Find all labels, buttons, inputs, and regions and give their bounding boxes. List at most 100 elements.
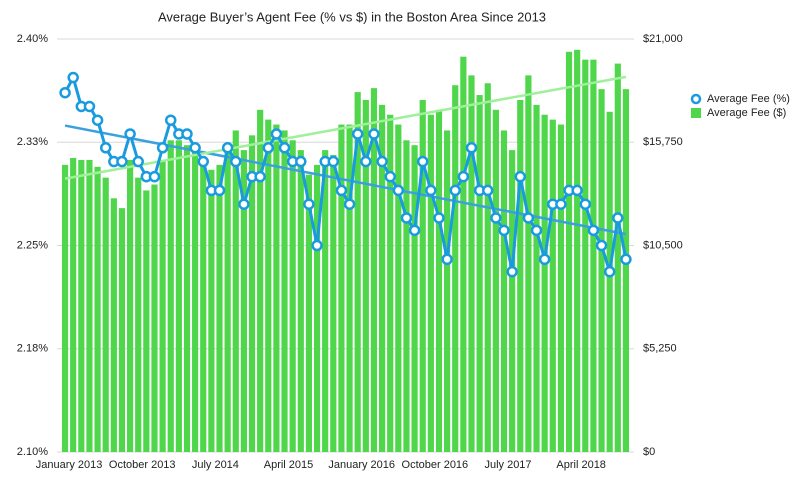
bar bbox=[574, 49, 581, 453]
bar bbox=[224, 150, 231, 452]
point bbox=[408, 224, 421, 237]
bar bbox=[622, 89, 630, 453]
legend-label: Average Fee ($) bbox=[707, 107, 786, 119]
x-tick-label: July 2017 bbox=[484, 459, 531, 471]
x-tick-label: January 2013 bbox=[36, 459, 103, 471]
point bbox=[148, 170, 161, 183]
bar bbox=[460, 56, 467, 452]
bar bbox=[452, 85, 459, 452]
point bbox=[392, 184, 405, 197]
bar bbox=[127, 159, 134, 452]
bar bbox=[175, 140, 182, 453]
point bbox=[213, 184, 226, 197]
bar bbox=[435, 109, 443, 453]
point bbox=[278, 142, 291, 154]
point bbox=[416, 155, 429, 168]
legend-swatch bbox=[690, 93, 702, 105]
bar bbox=[70, 157, 77, 452]
point bbox=[221, 142, 234, 154]
bar bbox=[606, 111, 613, 453]
bar bbox=[492, 109, 499, 453]
point bbox=[384, 170, 396, 183]
line bbox=[63, 73, 628, 273]
legend-swatch bbox=[691, 108, 701, 118]
point bbox=[270, 128, 283, 140]
point bbox=[579, 198, 592, 210]
bar bbox=[135, 177, 142, 452]
bar bbox=[590, 59, 597, 453]
bar bbox=[192, 150, 199, 452]
point bbox=[441, 253, 453, 266]
point bbox=[238, 198, 250, 210]
point bbox=[164, 114, 177, 126]
point bbox=[376, 155, 388, 168]
bar bbox=[216, 164, 223, 452]
bar bbox=[200, 164, 207, 452]
chart-title: Average Buyer’s Agent Fee (% vs $) in th… bbox=[158, 9, 546, 24]
bar bbox=[281, 130, 288, 452]
bar bbox=[110, 198, 117, 452]
point bbox=[465, 142, 478, 154]
y2-tick-label: $5,250 bbox=[643, 343, 677, 355]
point bbox=[603, 265, 616, 278]
y-tick-label: 2.40% bbox=[17, 33, 48, 45]
y-tick-label: 2.18% bbox=[17, 343, 48, 355]
y2-tick-label: $21,000 bbox=[643, 33, 683, 45]
bar bbox=[370, 88, 378, 453]
bar bbox=[509, 150, 516, 452]
point bbox=[522, 212, 535, 224]
point bbox=[449, 184, 461, 197]
point bbox=[197, 155, 209, 168]
bar bbox=[444, 130, 451, 452]
point bbox=[124, 128, 136, 140]
point bbox=[530, 224, 543, 237]
point bbox=[620, 253, 632, 266]
bar bbox=[94, 166, 101, 453]
bar bbox=[240, 150, 247, 452]
bar bbox=[86, 159, 93, 452]
point bbox=[303, 198, 315, 210]
x-tick-label: January 2016 bbox=[328, 459, 395, 471]
bar bbox=[273, 124, 280, 453]
point bbox=[490, 212, 502, 224]
y2-tick-label: $10,500 bbox=[643, 239, 683, 251]
point bbox=[506, 265, 518, 278]
x-tick-label: April 2015 bbox=[264, 459, 314, 471]
bar bbox=[289, 140, 296, 453]
point bbox=[595, 239, 608, 252]
bar bbox=[322, 150, 329, 452]
point bbox=[351, 128, 364, 140]
legend-label: Average Fee (%) bbox=[707, 93, 790, 105]
bar bbox=[248, 135, 256, 452]
point bbox=[262, 142, 275, 154]
point bbox=[538, 253, 551, 266]
point bbox=[295, 155, 307, 168]
bar bbox=[484, 83, 491, 452]
bar bbox=[541, 114, 548, 452]
bar bbox=[78, 159, 85, 452]
bar bbox=[232, 130, 239, 452]
bar bbox=[533, 104, 540, 452]
bar bbox=[565, 51, 573, 453]
point bbox=[99, 142, 112, 154]
bar bbox=[525, 75, 532, 452]
bar bbox=[476, 95, 483, 453]
bar bbox=[346, 124, 353, 453]
point bbox=[156, 142, 169, 154]
bar bbox=[354, 92, 361, 452]
bar bbox=[582, 59, 589, 453]
point bbox=[59, 86, 71, 99]
bar bbox=[427, 114, 434, 452]
bar bbox=[313, 164, 321, 452]
point bbox=[433, 212, 445, 224]
point bbox=[457, 170, 470, 183]
bar bbox=[118, 208, 126, 452]
bar bbox=[102, 177, 109, 452]
bar bbox=[143, 190, 150, 452]
point bbox=[254, 170, 266, 183]
bar bbox=[387, 114, 394, 452]
point bbox=[116, 155, 128, 168]
point bbox=[91, 114, 104, 126]
bar bbox=[557, 124, 564, 453]
bar bbox=[208, 169, 215, 453]
